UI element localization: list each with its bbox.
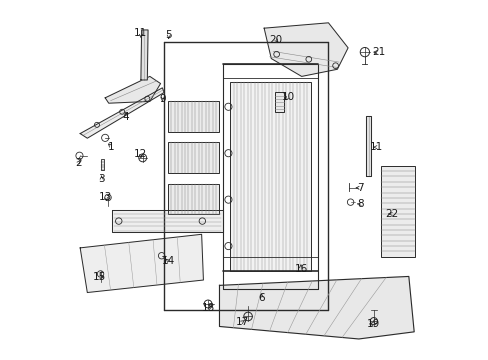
Text: 20: 20 xyxy=(269,35,282,45)
Bar xyxy=(380,166,414,257)
Text: 14: 14 xyxy=(162,256,175,266)
Text: 22: 22 xyxy=(384,209,398,219)
Text: 5: 5 xyxy=(165,30,172,40)
Text: 7: 7 xyxy=(357,183,363,193)
Polygon shape xyxy=(365,116,370,176)
Polygon shape xyxy=(264,23,347,76)
Polygon shape xyxy=(105,76,160,103)
Text: 3: 3 xyxy=(98,174,105,184)
Text: 6: 6 xyxy=(258,293,264,303)
Polygon shape xyxy=(112,210,223,232)
Polygon shape xyxy=(141,30,148,80)
Text: 1: 1 xyxy=(108,142,115,152)
Text: 17: 17 xyxy=(235,317,248,327)
Text: 11: 11 xyxy=(134,28,147,38)
Text: 9: 9 xyxy=(159,94,165,104)
Polygon shape xyxy=(80,234,203,293)
Text: 11: 11 xyxy=(368,142,382,152)
Bar xyxy=(101,159,104,170)
Bar xyxy=(167,143,219,173)
Text: 12: 12 xyxy=(134,149,147,159)
Bar xyxy=(167,184,219,214)
Text: 18: 18 xyxy=(202,302,215,312)
Text: 19: 19 xyxy=(366,319,380,329)
Text: 21: 21 xyxy=(371,47,384,57)
Text: 13: 13 xyxy=(99,192,112,202)
Bar xyxy=(167,102,219,132)
Text: 16: 16 xyxy=(294,264,307,274)
Text: 4: 4 xyxy=(122,112,129,122)
Text: 15: 15 xyxy=(92,272,105,282)
Text: 8: 8 xyxy=(357,199,363,209)
Text: 10: 10 xyxy=(281,92,294,102)
Text: 2: 2 xyxy=(75,158,81,168)
Polygon shape xyxy=(80,88,164,138)
Bar xyxy=(274,93,283,112)
Bar xyxy=(230,82,310,271)
Polygon shape xyxy=(219,276,413,339)
